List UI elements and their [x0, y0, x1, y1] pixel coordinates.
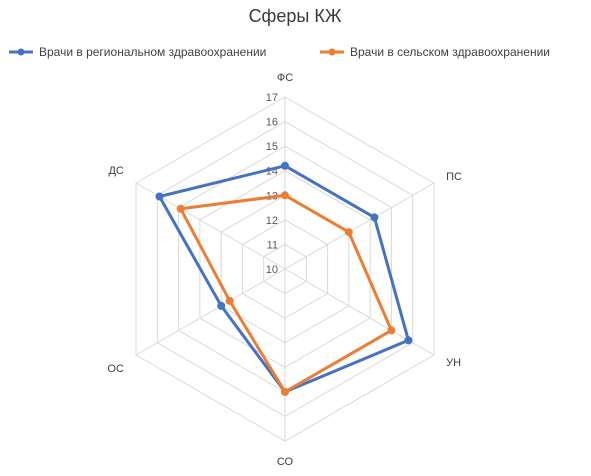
tick-label: 11 — [267, 239, 278, 251]
data-point — [225, 296, 234, 305]
legend-label-regional: Врачи в региональном здравоохранении — [39, 45, 266, 59]
tick-label: 10 — [266, 264, 278, 276]
axis-label: УН — [446, 357, 461, 369]
tick-label: 15 — [266, 141, 278, 153]
data-point — [387, 326, 396, 335]
data-point — [281, 161, 289, 170]
data-point — [404, 336, 413, 345]
series-line — [158, 164, 410, 394]
data-point — [344, 228, 353, 237]
axis-label: СО — [277, 456, 294, 468]
data-point — [155, 192, 164, 201]
series-line — [179, 193, 393, 394]
grid-spoke — [284, 182, 435, 270]
series-1 — [176, 191, 396, 396]
chart-title: Сферы КЖ — [249, 6, 342, 26]
axis-label: ДС — [108, 165, 123, 177]
legend-marker-dot — [17, 48, 25, 56]
data-point — [176, 204, 185, 213]
axis-label: ОС — [107, 363, 124, 375]
axis-label: ФС — [277, 72, 293, 84]
legend-item-rural: Врачи в сельском здравоохранении — [320, 45, 550, 59]
data-point — [370, 213, 379, 222]
grid-spoke — [135, 268, 286, 356]
data-point — [281, 191, 289, 200]
radar-grid — [135, 96, 435, 442]
tick-label: 12 — [266, 215, 278, 227]
legend: Врачи в региональном здравоохранении Вра… — [9, 45, 550, 59]
data-point — [281, 387, 289, 396]
tick-label: 16 — [266, 117, 278, 129]
tick-label: 17 — [266, 92, 278, 104]
legend-item-regional: Врачи в региональном здравоохранении — [9, 45, 266, 59]
legend-marker-dot — [328, 48, 336, 56]
axis-label: ПС — [446, 171, 462, 183]
data-point — [217, 301, 226, 310]
legend-label-rural: Врачи в сельском здравоохранении — [350, 45, 550, 59]
series-layer — [155, 161, 413, 396]
category-axis-labels: ФС ПС УН СО ОС ДС — [107, 72, 462, 468]
